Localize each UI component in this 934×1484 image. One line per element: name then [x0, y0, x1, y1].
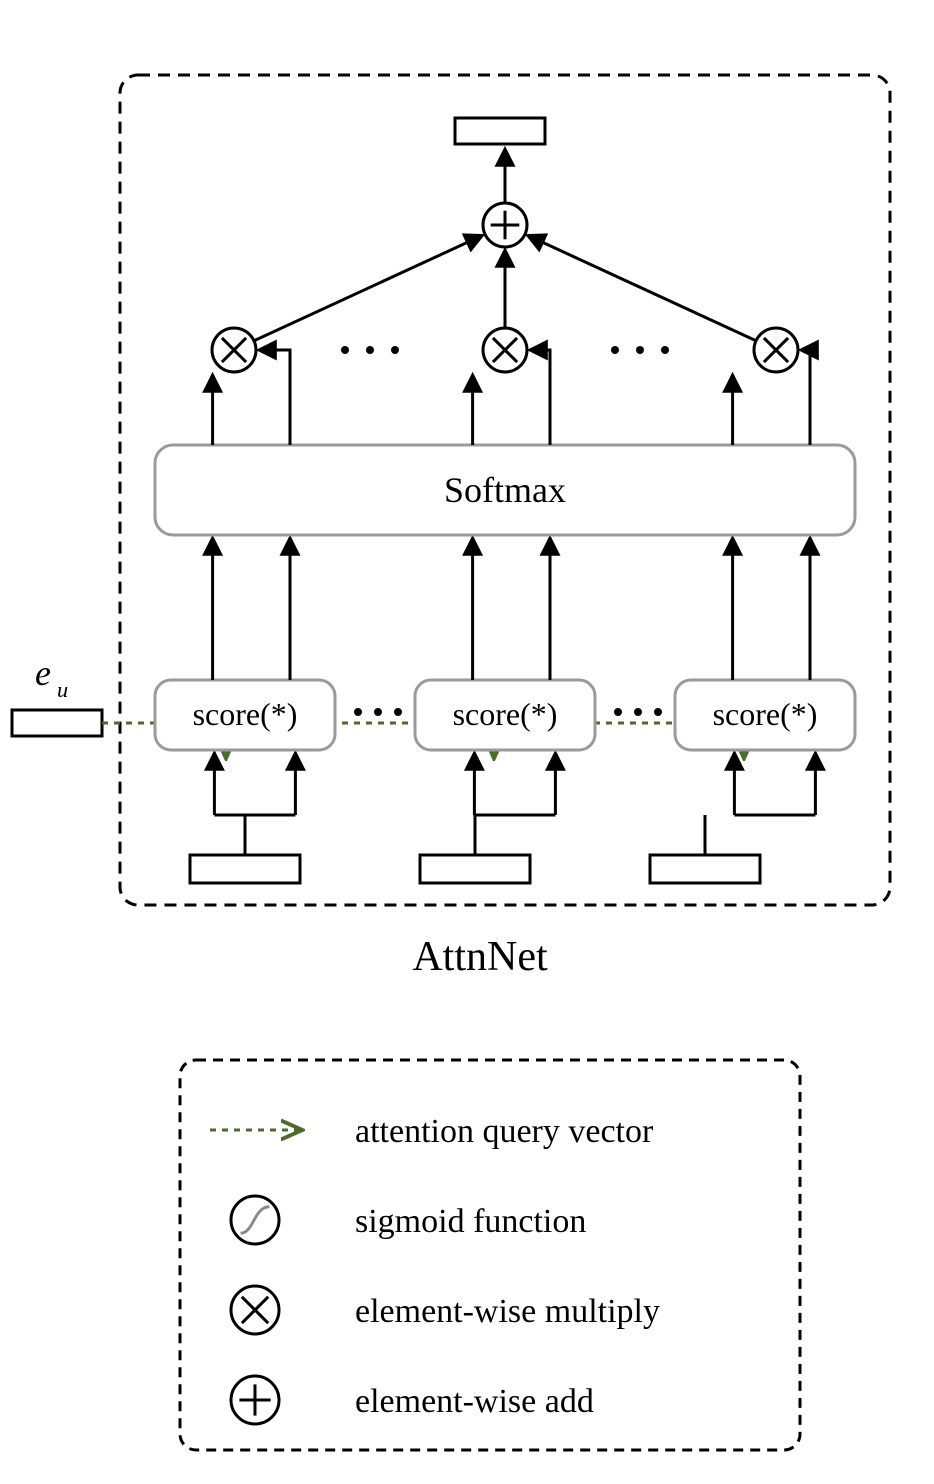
input-vector	[190, 855, 300, 883]
edge	[531, 350, 550, 445]
ellipsis-dot	[366, 346, 374, 354]
legend-label: sigmoid function	[355, 1203, 586, 1240]
legend-label: element-wise add	[355, 1383, 594, 1420]
score-label: score(*)	[713, 696, 818, 732]
ellipsis-dot	[634, 708, 642, 716]
legend-label: attention query vector	[355, 1113, 654, 1150]
output-vector	[455, 118, 545, 144]
edge	[260, 350, 290, 445]
query-label: e	[35, 653, 51, 693]
ellipsis-dot	[654, 708, 662, 716]
ellipsis-dot	[661, 346, 669, 354]
query-sub: u	[57, 677, 68, 702]
ellipsis-dot	[354, 708, 362, 716]
score-label: score(*)	[453, 696, 558, 732]
softmax-label: Softmax	[444, 470, 566, 510]
edge	[529, 236, 756, 341]
input-vector	[420, 855, 530, 883]
edge	[254, 236, 481, 341]
diagram-title: AttnNet	[412, 934, 548, 980]
ellipsis-dot	[341, 346, 349, 354]
ellipsis-dot	[614, 708, 622, 716]
input-vector	[650, 855, 760, 883]
ellipsis-dot	[391, 346, 399, 354]
legend-label: element-wise multiply	[355, 1293, 660, 1330]
score-label: score(*)	[193, 696, 298, 732]
ellipsis-dot	[374, 708, 382, 716]
edge	[802, 350, 810, 445]
ellipsis-dot	[394, 708, 402, 716]
ellipsis-dot	[611, 346, 619, 354]
query-vector	[12, 710, 102, 736]
ellipsis-dot	[636, 346, 644, 354]
